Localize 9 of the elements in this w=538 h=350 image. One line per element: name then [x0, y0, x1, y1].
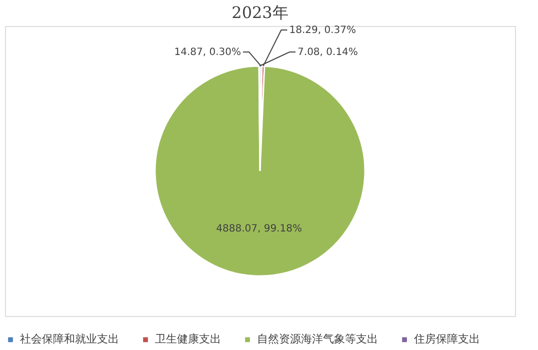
- legend-label: 卫生健康支出: [155, 332, 221, 346]
- data-label: 4888.07, 99.18%: [216, 224, 302, 235]
- chart-title: 2023年: [232, 3, 288, 22]
- data-label: 7.08, 0.14%: [298, 47, 358, 58]
- legend-label: 社会保障和就业支出: [20, 332, 119, 346]
- legend-label: 自然资源海洋气象等支出: [257, 332, 378, 346]
- legend-label: 住房保障支出: [414, 332, 480, 346]
- data-label: 18.29, 0.37%: [289, 25, 356, 36]
- data-label: 14.87, 0.30%: [174, 47, 241, 58]
